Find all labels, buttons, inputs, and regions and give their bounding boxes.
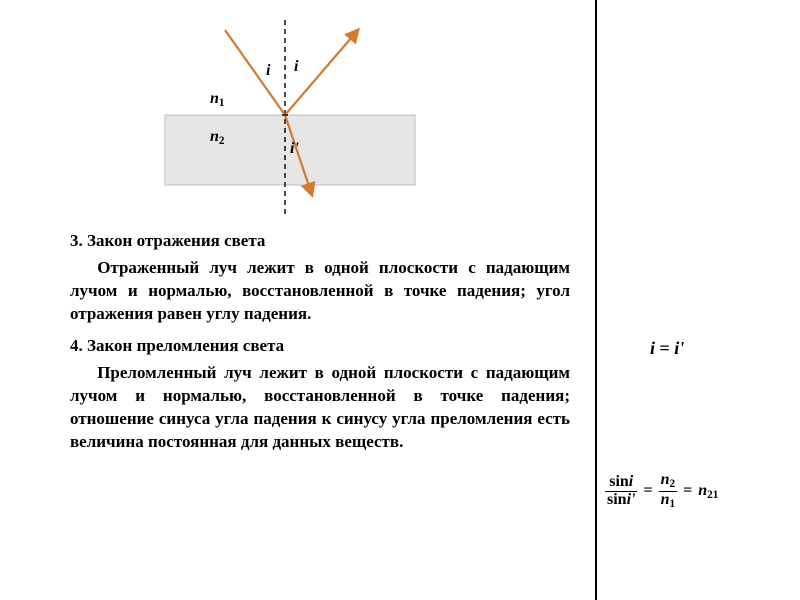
snell-n21-sym: n	[698, 482, 707, 499]
angle-label-i-left: i	[266, 62, 270, 80]
section4-body: Преломленный луч лежит в одной плоскости…	[70, 362, 570, 454]
snell-frac-n: n2 n1	[659, 472, 678, 510]
page-root: i i i' n1 n2 3. Закон отражения света От…	[0, 0, 800, 600]
snell-eq1: =	[641, 482, 654, 500]
angle-label-refr: i'	[290, 140, 299, 158]
snell-n2-sub: 2	[670, 478, 676, 490]
section4-heading: 4. Закон преломления света	[70, 336, 570, 356]
snell-frac-sin: sini sini'	[605, 474, 637, 509]
snell-eq2: =	[681, 482, 694, 500]
left-column: i i i' n1 n2 3. Закон отражения света От…	[70, 0, 570, 464]
eq1-lhs: i	[650, 338, 655, 358]
snell-n2-sym: n	[661, 471, 670, 488]
eq-reflection: i = i'	[650, 338, 684, 359]
label-n1: n1	[210, 90, 225, 109]
label-n1-sub: 1	[219, 97, 225, 109]
section3-heading: 3. Закон отражения света	[70, 231, 570, 251]
label-n2-sub: 2	[219, 135, 225, 147]
section3-body: Отраженный луч лежит в одной плоскости с…	[70, 257, 570, 326]
angle-label-i-right: i	[294, 58, 298, 76]
label-n1-sym: n	[210, 90, 219, 107]
eq1-rhs: i'	[674, 338, 684, 358]
column-divider	[595, 0, 597, 600]
refraction-diagram: i i i' n1 n2	[110, 0, 450, 225]
eq1-equals: =	[660, 338, 675, 358]
label-n2: n2	[210, 128, 225, 147]
snell-n1-sub: 1	[670, 497, 676, 509]
snell-n21-sub: 21	[707, 489, 718, 501]
snell-n1-sym: n	[661, 491, 670, 508]
label-n2-sym: n	[210, 128, 219, 145]
eq-snell: sini sini' = n2 n1 = n21	[605, 472, 718, 510]
incident-ray	[225, 30, 285, 115]
snell-rhs: n21	[698, 482, 718, 499]
diagram-svg	[110, 0, 450, 225]
